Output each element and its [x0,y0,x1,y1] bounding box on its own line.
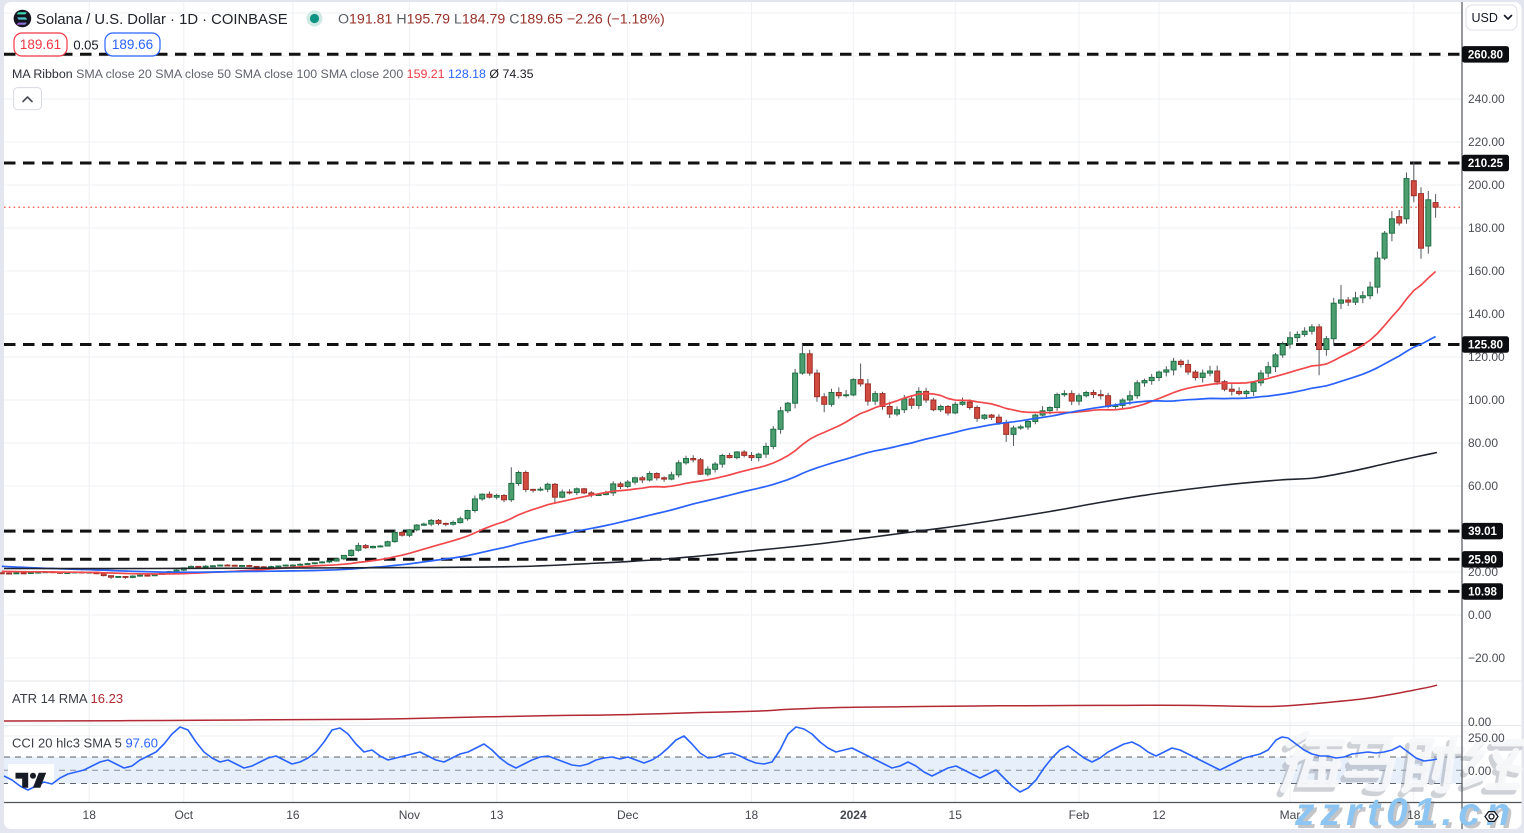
svg-text:60.00: 60.00 [1468,479,1498,493]
svg-text:25.90: 25.90 [1468,554,1497,566]
svg-text:0.00: 0.00 [1468,715,1492,729]
svg-text:USD: USD [1472,11,1498,25]
svg-text:12: 12 [1152,808,1166,822]
svg-text:260.80: 260.80 [1468,49,1503,61]
svg-text:0.00: 0.00 [1468,764,1492,778]
svg-text:160.00: 160.00 [1468,264,1505,278]
svg-text:120.00: 120.00 [1468,350,1505,364]
svg-text:16: 16 [286,808,300,822]
svg-text:125.80: 125.80 [1468,340,1503,352]
svg-text:189.66: 189.66 [112,37,153,52]
svg-text:CCI 20 hlc3 SMA 5 97.60: CCI 20 hlc3 SMA 5 97.60 [12,736,158,751]
svg-text:0.05: 0.05 [73,38,98,53]
svg-text:20.00: 20.00 [1468,565,1498,579]
svg-text:140.00: 140.00 [1468,307,1505,321]
svg-text:zzrt01.cn: zzrt01.cn [1297,794,1519,833]
svg-text:220.00: 220.00 [1468,135,1505,149]
svg-text:180.00: 180.00 [1468,221,1505,235]
svg-text:18: 18 [745,808,759,822]
svg-text:Oct: Oct [174,808,193,822]
svg-text:10.98: 10.98 [1468,586,1497,598]
svg-text:18: 18 [83,808,97,822]
svg-text:Nov: Nov [399,808,420,822]
svg-text:80.00: 80.00 [1468,436,1498,450]
svg-text:0.00: 0.00 [1468,608,1492,622]
svg-text:−20.00: −20.00 [1468,651,1505,665]
svg-text:MA Ribbon SMA close 20 SMA clo: MA Ribbon SMA close 20 SMA close 50 SMA … [12,67,534,81]
svg-text:100.00: 100.00 [1468,393,1505,407]
svg-text:210.25: 210.25 [1468,158,1504,170]
svg-text:18: 18 [1407,808,1421,822]
svg-text:240.00: 240.00 [1468,92,1505,106]
svg-text:Mar: Mar [1280,808,1301,822]
svg-text:13: 13 [490,808,504,822]
svg-text:39.01: 39.01 [1468,526,1497,538]
svg-text:Solana / U.S. Dollar · 1D · CO: Solana / U.S. Dollar · 1D · COINBASE [36,12,288,28]
svg-text:Feb: Feb [1069,808,1090,822]
svg-text:O191.81 H195.79 L184.79 C189.6: O191.81 H195.79 L184.79 C189.65 −2.26 (−… [338,12,665,28]
svg-text:189.61: 189.61 [20,37,61,52]
svg-text:15: 15 [949,808,963,822]
svg-text:Dec: Dec [617,808,638,822]
svg-text:250.00: 250.00 [1468,731,1505,745]
svg-text:zzrt01.cn: zzrt01.cn [1294,791,1516,833]
svg-text:200.00: 200.00 [1468,178,1505,192]
svg-text:2024: 2024 [840,808,867,822]
svg-text:ATR 14 RMA 16.23: ATR 14 RMA 16.23 [12,691,123,706]
